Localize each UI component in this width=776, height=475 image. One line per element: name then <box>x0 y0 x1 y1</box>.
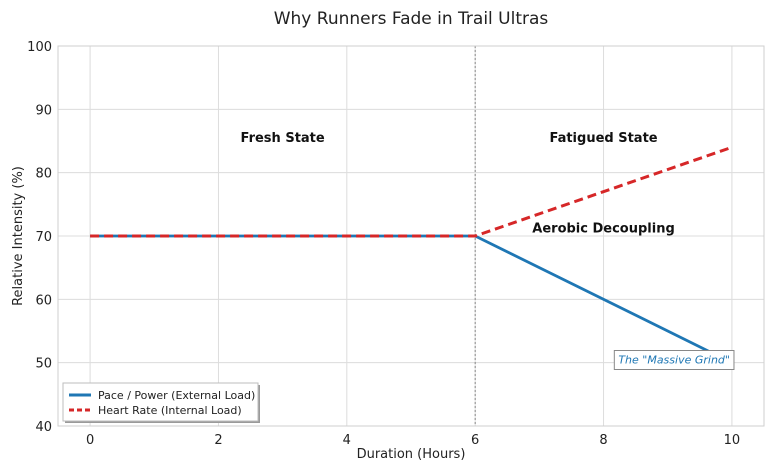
annotation-1: Fresh State <box>241 131 325 146</box>
x-tick-label: 8 <box>599 433 607 448</box>
legend-box <box>62 382 259 422</box>
tick-labels: 0 2 4 6 8 10 40 50 60 70 80 90 100 <box>27 40 740 448</box>
x-tick-label: 6 <box>471 433 479 448</box>
series-line-2 <box>90 145 733 238</box>
x-tick-label: 0 <box>86 433 94 448</box>
y-tick-label: 100 <box>27 40 52 55</box>
annotation-box <box>613 350 735 370</box>
legend: Pace / Power (External Load) Heart Rate (… <box>62 382 260 423</box>
series-layer <box>90 145 733 364</box>
x-tick-label: 2 <box>214 433 222 448</box>
y-tick-label: 90 <box>35 103 52 118</box>
legend-label-2: Heart Rate (Internal Load) <box>98 404 242 417</box>
annotation-2: Fatigued State <box>549 131 657 146</box>
y-axis-label: Relative Intensity (%) <box>11 166 26 306</box>
x-tick-label: 4 <box>343 433 351 448</box>
annotation-3: Aerobic Decoupling <box>532 221 675 236</box>
chart-title: Why Runners Fade in Trail Ultras <box>274 9 549 29</box>
annotations: Fresh State Fatigued State Aerobic Decoupl… <box>241 131 735 370</box>
legend-label-1: Pace / Power (External Load) <box>98 389 255 402</box>
x-axis-label: Duration (Hours) <box>357 447 466 462</box>
y-tick-label: 80 <box>35 167 52 182</box>
plot-area-frame <box>57 45 765 427</box>
x-tick-label: 10 <box>724 433 741 448</box>
y-tick-label: 70 <box>35 230 52 245</box>
y-tick-label: 60 <box>35 293 52 308</box>
annotation-4: The "Massive Grind" <box>618 354 730 367</box>
y-tick-label: 50 <box>35 357 52 372</box>
y-tick-label: 40 <box>35 420 52 435</box>
